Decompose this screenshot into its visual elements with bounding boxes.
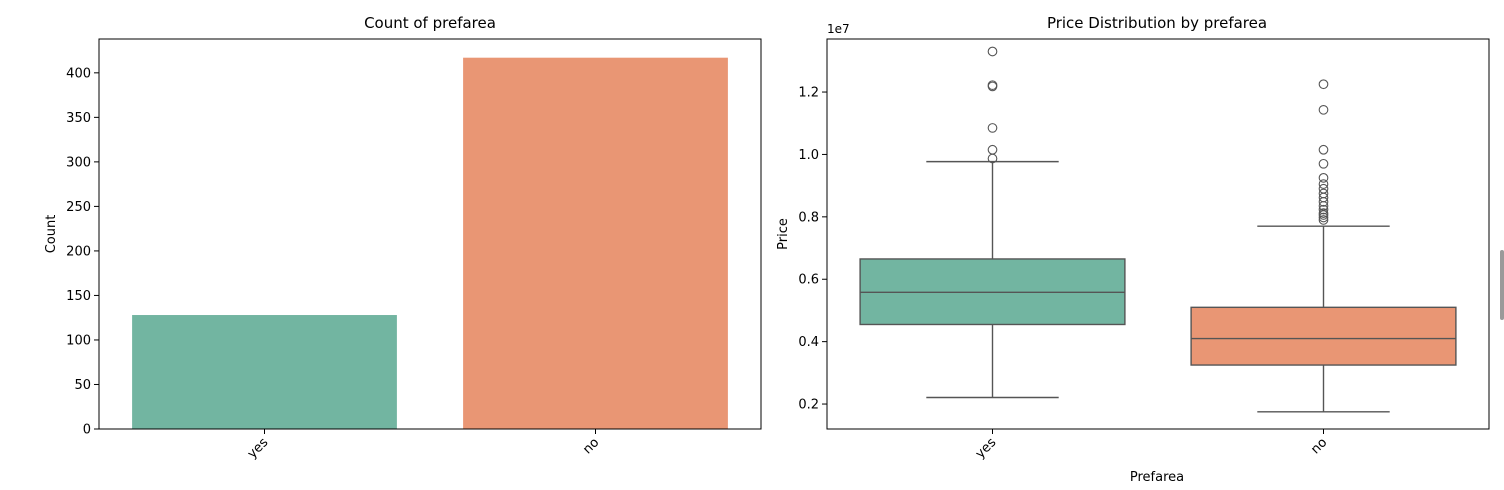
outlier-point	[1318, 158, 1329, 169]
bar-chart-x-ticks: yes no	[245, 429, 602, 462]
box-yes	[859, 46, 1126, 399]
x-tick-label-no: no	[580, 435, 602, 457]
outlier-point	[987, 144, 998, 155]
y-tick-label: 0.4	[798, 335, 819, 350]
outlier-point	[1318, 215, 1329, 225]
bar-no	[463, 57, 728, 429]
y-tick-label: 400	[66, 66, 91, 81]
outlier-point	[1318, 144, 1329, 155]
y-tick-label: 0.8	[798, 210, 819, 225]
y-tick-label: 100	[66, 333, 91, 348]
box-plot-axes-frame	[826, 38, 1490, 430]
box-plot-y-scale-label: 1e7	[827, 22, 850, 36]
bar-yes	[132, 315, 397, 429]
y-tick-label: 1.2	[798, 86, 819, 101]
box-no	[1190, 79, 1457, 413]
box-plot-y-ticks: 0.2 0.4 0.6 0.8 1.0 1.2	[798, 86, 827, 413]
price-box-plot: Price Distribution by prefarea 1e7 Price…	[776, 14, 1490, 485]
bar-chart-axes-frame	[98, 38, 762, 430]
bar-chart-y-ticks: 0 50 100 150 200 250 300 350 400	[66, 66, 99, 438]
y-tick-label: 0.6	[798, 273, 819, 288]
outlier-point	[1318, 208, 1329, 218]
box-series	[859, 46, 1457, 413]
y-tick-label: 250	[66, 200, 91, 215]
outlier-point	[1318, 204, 1329, 215]
scrollbar-handle[interactable]	[1500, 250, 1504, 320]
x-tick-label-no: no	[1308, 435, 1330, 457]
outlier-point	[987, 46, 998, 57]
box-plot-title: Price Distribution by prefarea	[1047, 14, 1267, 32]
y-tick-label: 300	[66, 155, 91, 170]
outlier-point	[987, 80, 998, 91]
box-plot-x-ticks: yes no	[973, 429, 1330, 462]
outlier-point	[1318, 183, 1329, 194]
outlier-point	[987, 123, 998, 133]
y-tick-label: 200	[66, 244, 91, 259]
box-plot-x-axis-label: Prefarea	[1130, 470, 1184, 485]
outlier-point	[1318, 188, 1329, 199]
y-tick-label: 50	[74, 378, 91, 393]
bar-chart-title: Count of prefarea	[364, 14, 496, 32]
iqr-box	[1190, 306, 1457, 366]
box-plot-y-axis-label: Price	[776, 218, 791, 250]
bar-chart-y-axis-label: Count	[44, 215, 59, 254]
x-tick-label-yes: yes	[973, 435, 1000, 462]
y-tick-label: 350	[66, 111, 91, 126]
y-tick-label: 0.2	[798, 398, 819, 413]
outlier-point	[1318, 212, 1329, 223]
y-tick-label: 1.0	[798, 148, 819, 163]
x-tick-label-yes: yes	[245, 435, 272, 462]
outlier-point	[1318, 179, 1329, 189]
bar-series	[132, 57, 728, 429]
outlier-point	[1318, 79, 1329, 90]
y-tick-label: 150	[66, 289, 91, 304]
count-bar-chart: Count of prefarea Count 0 50 100 150 200 250 3…	[44, 14, 762, 462]
y-tick-label: 0	[83, 423, 91, 438]
outlier-point	[1318, 104, 1329, 115]
outlier-point	[1318, 172, 1329, 183]
